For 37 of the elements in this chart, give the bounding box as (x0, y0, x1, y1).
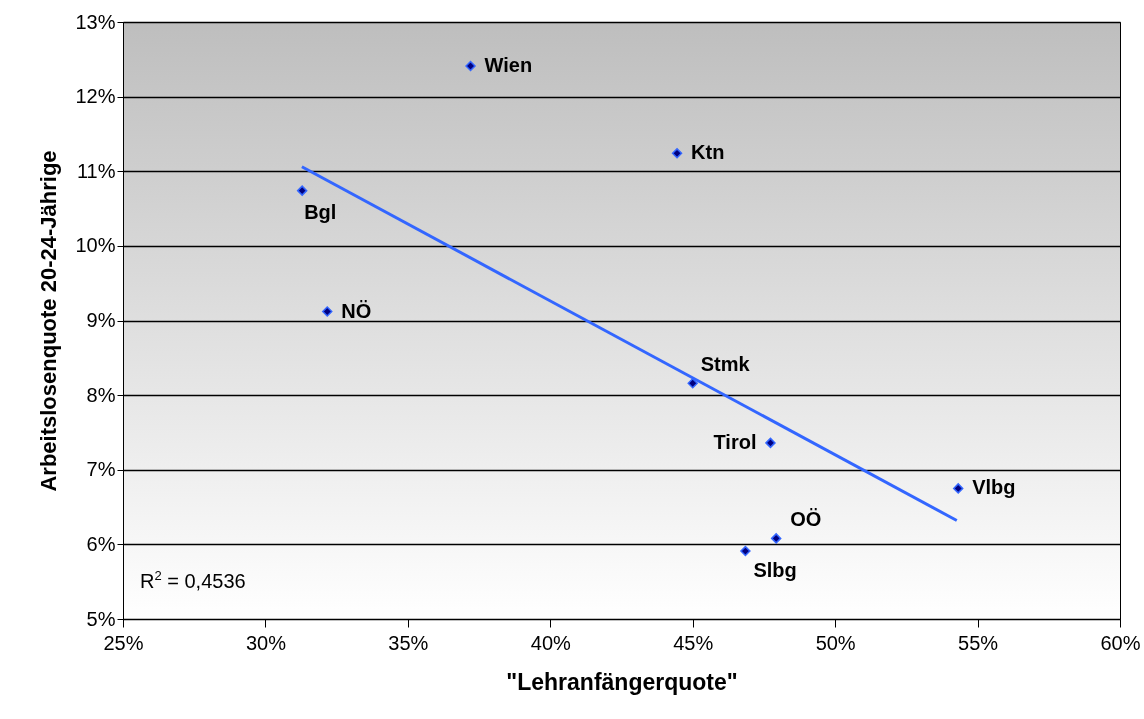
data-label: Vlbg (972, 476, 1016, 499)
y-tick-label: 12% (75, 85, 116, 108)
data-label: NÖ (341, 299, 372, 322)
point (322, 306, 333, 317)
x-tick-label: 50% (815, 631, 856, 654)
point (765, 437, 776, 449)
data-label: OÖ (790, 508, 822, 531)
y-tick-label: 5% (86, 607, 116, 630)
data-label: Ktn (691, 141, 725, 164)
data-label: Slbg (753, 559, 797, 582)
point (952, 483, 964, 494)
y-tick-label: 8% (86, 383, 116, 406)
y-tick-label: 10% (75, 234, 116, 257)
x-tick-label: 35% (388, 631, 429, 654)
x-tick-label: 30% (245, 631, 287, 654)
data-label: Bgl (304, 200, 337, 223)
y-tick-label: 9% (86, 309, 116, 331)
data-label: Tirol (713, 430, 757, 453)
y-tick-label: 13% (75, 10, 116, 33)
x-tick-label: 40% (530, 631, 572, 654)
y-tick-label: 11% (76, 159, 116, 182)
point (770, 533, 782, 544)
y-axis-title: Arbeitslosenquote 20-24-Jährige (36, 150, 62, 492)
data-label: Stmk (700, 353, 751, 376)
point (671, 148, 683, 159)
x-tick-label: 60% (1100, 631, 1141, 654)
x-tick-label: 45% (673, 631, 714, 654)
x-tick-label: 55% (958, 631, 999, 654)
point (740, 545, 751, 557)
x-axis-title: "Lehranfängerquote" (506, 668, 738, 695)
annotation: R$^{2}$ = 0,4536 (140, 568, 246, 593)
x-tick-label: 25% (103, 631, 144, 654)
point (296, 185, 308, 196)
y-tick-label: 6% (86, 532, 116, 555)
point (465, 60, 476, 72)
y-tick-label: 7% (86, 458, 116, 481)
data-label: Wien (484, 54, 533, 77)
